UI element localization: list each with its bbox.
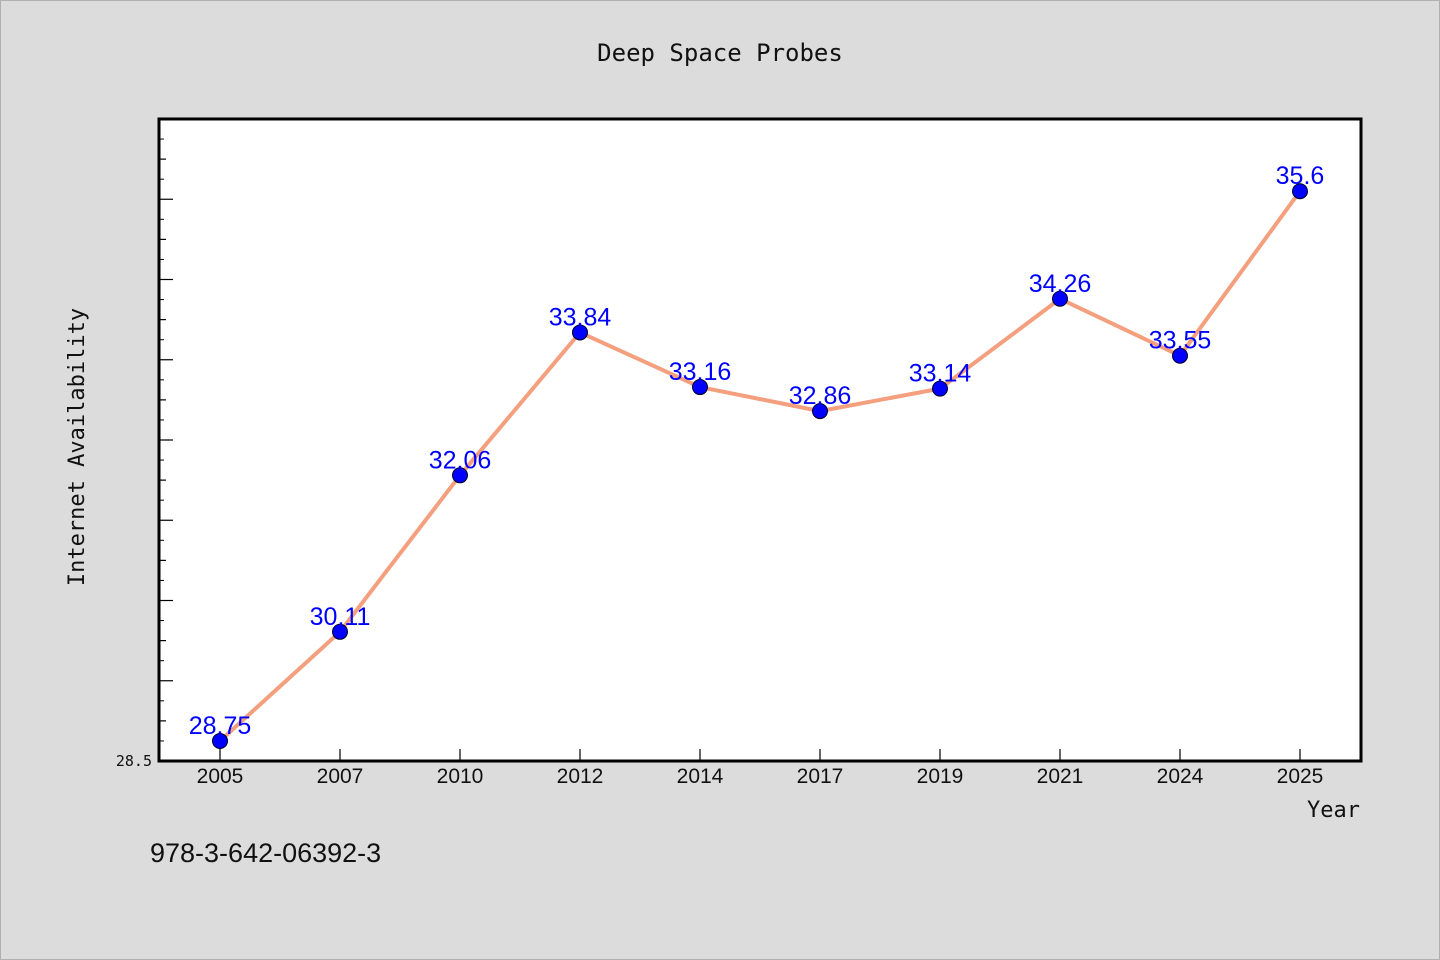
x-tick-label: 2014: [677, 765, 724, 788]
data-point: [692, 379, 708, 396]
data-label: 33.14: [909, 360, 972, 388]
x-tick-label: 2025: [1277, 765, 1324, 788]
x-tick-label: 2010: [437, 765, 484, 788]
x-axis-ticks: [219, 749, 1301, 761]
data-label: 33.84: [549, 303, 612, 331]
data-label: 33.55: [1149, 327, 1212, 355]
series-line: [218, 190, 1302, 743]
x-tick-label: 2005: [197, 765, 244, 788]
data-point: [212, 732, 228, 749]
x-tick-label: 2017: [797, 765, 844, 788]
data-point: [932, 380, 948, 397]
series-layer: [212, 183, 1308, 749]
chart-title: Deep Space Probes: [597, 39, 843, 67]
data-label: 35.6: [1276, 162, 1325, 190]
data-point: [812, 403, 828, 420]
data-point: [452, 467, 468, 484]
data-point: [1292, 183, 1308, 200]
x-tick-label: 2021: [1037, 765, 1084, 788]
x-tick-label: 2024: [1157, 765, 1204, 788]
data-label: 34.26: [1029, 270, 1092, 298]
y-axis-ticks: [159, 118, 173, 762]
data-label: 32.06: [429, 446, 492, 474]
x-tick-label: 2007: [317, 765, 364, 788]
x-tick-label: 2012: [557, 765, 604, 788]
data-point: [1052, 290, 1068, 307]
data-point: [572, 324, 588, 341]
footnote: 978-3-642-06392-3: [150, 838, 381, 868]
data-label: 28.75: [189, 712, 252, 740]
data-label: 32.86: [789, 382, 852, 410]
x-axis-label: Year: [1307, 798, 1360, 823]
data-point: [1172, 347, 1188, 364]
data-point: [332, 623, 348, 640]
plot-area: [157, 117, 1363, 763]
data-labels: 28.75 30.11 32.06 33.84 33.16 32.86 33.14 34.26…: [189, 162, 1325, 740]
y-tick-label: 28.5: [116, 752, 152, 770]
data-label: 30.11: [310, 603, 371, 631]
x-tick-labels: 2005 2007 2010 2012 2014 2017 2019 2021 2024 2025: [197, 765, 1324, 788]
x-tick-label: 2019: [917, 765, 964, 788]
data-label: 33.16: [669, 358, 732, 386]
y-axis-label: Internet Availability: [65, 308, 90, 586]
